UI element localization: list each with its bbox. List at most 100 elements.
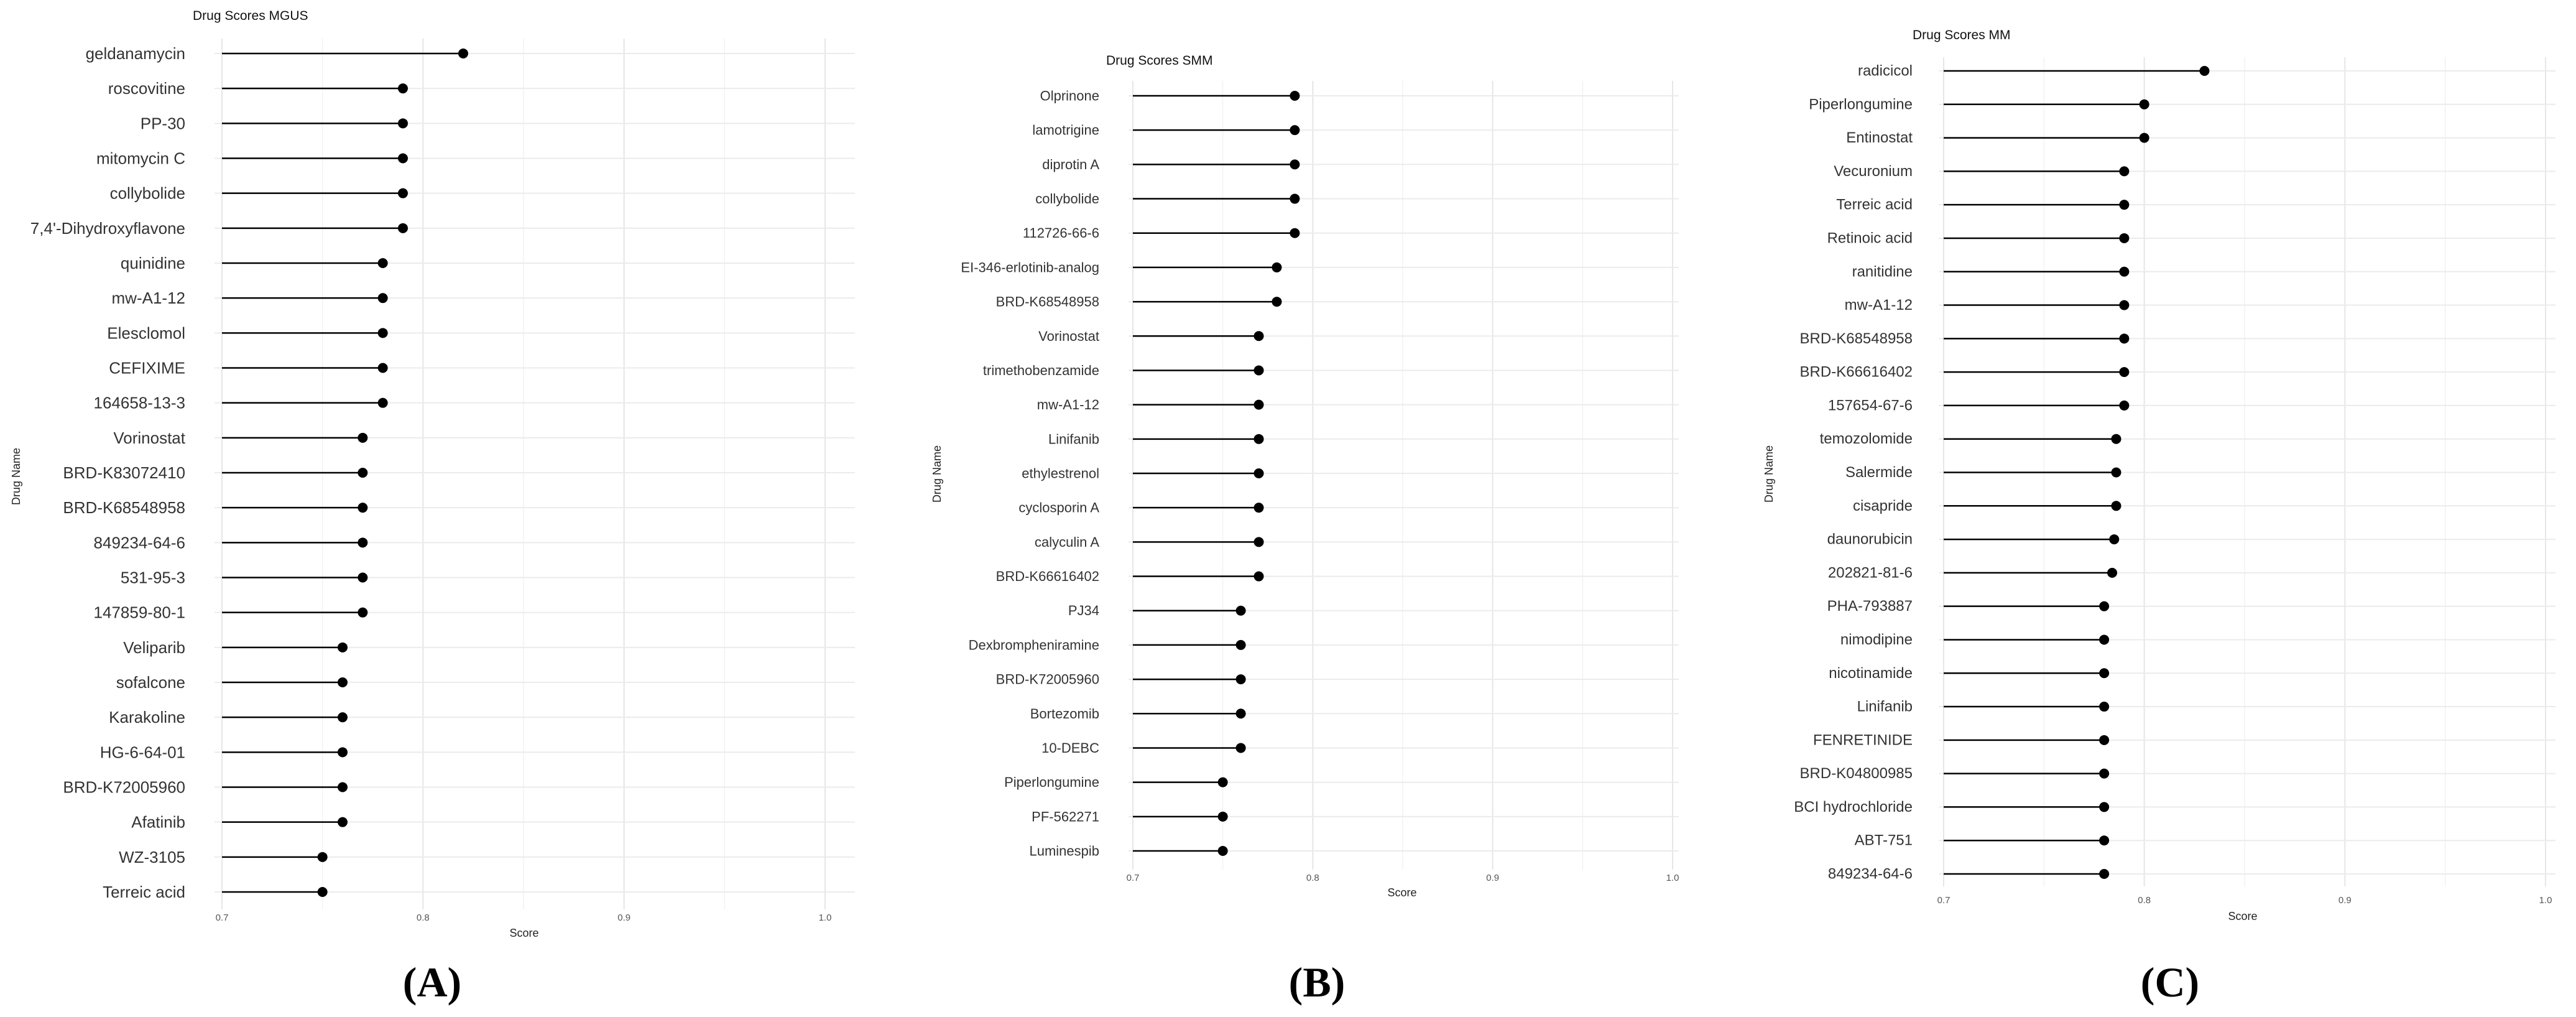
lollipop-point [2109, 534, 2120, 545]
x-tick-label: 1.0 [1666, 873, 1679, 883]
y-tick-label: PHA-793887 [1827, 598, 1913, 615]
y-tick-label: PP-30 [141, 114, 185, 132]
y-tick-label: diprotin A [1042, 157, 1099, 172]
lollipop-point [2099, 802, 2110, 812]
lollipop-point [338, 747, 348, 758]
y-tick-label: FENRETINIDE [1813, 731, 1913, 748]
y-tick-label: collybolide [1035, 191, 1099, 207]
lollipop-point [358, 468, 368, 478]
x-axis-label: Score [509, 927, 539, 939]
y-tick-label: HG-6-64-01 [100, 743, 185, 761]
lollipop-point [1290, 125, 1300, 136]
y-tick-label: BRD-K72005960 [996, 672, 1099, 687]
lollipop-point [1253, 434, 1264, 444]
lollipop-point [1253, 365, 1264, 376]
y-tick-label: 10-DEBC [1041, 740, 1099, 756]
x-axis-label: Score [1387, 886, 1417, 899]
y-tick-label: Piperlongumine [1809, 96, 1913, 113]
y-tick-label: temozolomide [1820, 430, 1913, 447]
x-tick-label: 1.0 [2539, 895, 2552, 906]
y-tick-label: daunorubicin [1827, 531, 1913, 548]
x-tick-label: 0.9 [1486, 873, 1499, 883]
lollipop-point [398, 188, 408, 198]
x-tick-label: 0.7 [1127, 873, 1140, 883]
y-tick-label: Luminespib [1029, 843, 1099, 859]
lollipop-point [1235, 708, 1246, 719]
y-tick-label: mw-A1-12 [1845, 297, 1913, 313]
y-tick-label: Entinostat [1846, 129, 1913, 146]
lollipop-point [2119, 333, 2130, 344]
lollipop-point [1290, 91, 1300, 101]
lollipop-point [458, 49, 468, 58]
lollipop-point [2099, 768, 2110, 779]
lollipop-point [377, 363, 388, 373]
lollipop-point [2099, 601, 2110, 611]
y-tick-label: 147859-80-1 [94, 603, 185, 622]
y-tick-label: Bortezomib [1030, 706, 1099, 722]
y-tick-label: 112726-66-6 [1023, 225, 1099, 241]
lollipop-point [2139, 132, 2149, 143]
x-tick-label: 0.8 [2138, 895, 2151, 906]
y-tick-label: CEFIXIME [109, 359, 185, 378]
lollipop-point [2099, 835, 2110, 846]
lollipop-point [2111, 434, 2121, 444]
y-tick-label: BRD-K68548958 [1800, 330, 1913, 347]
lollipop-point [1272, 262, 1282, 272]
y-tick-label: nimodipine [1840, 631, 1913, 648]
y-tick-label: Linifanib [1048, 431, 1099, 447]
y-tick-label: nicotinamide [1829, 665, 1913, 682]
y-tick-label: collybolide [110, 184, 185, 203]
lollipop-point [358, 503, 368, 513]
y-tick-label: cisapride [1853, 498, 1913, 514]
y-tick-label: Linifanib [1857, 699, 1913, 715]
panel-label: (A) [402, 959, 462, 1006]
y-tick-label: Elesclomol [107, 323, 185, 342]
lollipop-point [1290, 193, 1300, 204]
lollipop-point [2107, 567, 2118, 578]
lollipop-point [2119, 400, 2130, 411]
y-tick-label: mw-A1-12 [112, 289, 185, 307]
y-tick-label: sofalcone [116, 673, 185, 692]
lollipop-point [1253, 331, 1264, 341]
y-tick-label: EI-346-erlotinib-analog [961, 259, 1099, 275]
lollipop-point [1253, 399, 1264, 410]
lollipop-point [2119, 367, 2130, 378]
lollipop-point [2099, 735, 2110, 745]
lollipop-point [358, 607, 368, 618]
chart-title: Drug Scores SMM [1106, 53, 1213, 68]
y-tick-label: Terreic acid [1836, 197, 1913, 213]
y-tick-label: ethylestrenol [1022, 466, 1099, 481]
lollipop-point [1290, 228, 1300, 238]
lollipop-point [2119, 200, 2130, 210]
y-tick-label: Retinoic acid [1827, 230, 1913, 246]
y-tick-label: BRD-K68548958 [996, 294, 1099, 310]
y-tick-label: Veliparib [123, 638, 185, 657]
y-tick-label: Dexbrompheniramine [969, 637, 1099, 652]
y-tick-label: Afatinib [131, 813, 185, 832]
lollipop-point [1235, 674, 1246, 685]
y-tick-label: 849234-64-6 [94, 533, 185, 552]
lollipop-point [317, 852, 328, 862]
y-tick-label: Vecuronium [1834, 163, 1913, 180]
y-tick-label: WZ-3105 [119, 848, 185, 866]
y-tick-label: BRD-K66616402 [1800, 364, 1913, 381]
lollipop-point [1217, 811, 1228, 822]
y-tick-label: BRD-K83072410 [63, 463, 185, 482]
lollipop-point [398, 153, 408, 164]
lollipop-point [1253, 468, 1264, 478]
y-tick-label: lamotrigine [1032, 123, 1099, 138]
lollipop-point [1235, 605, 1246, 616]
x-tick-label: 0.8 [417, 913, 430, 923]
y-tick-label: radicicol [1858, 63, 1913, 80]
lollipop-point [1253, 571, 1264, 582]
lollipop-point [2119, 300, 2130, 310]
lollipop-point [398, 83, 408, 94]
y-tick-label: geldanamycin [86, 44, 185, 63]
x-tick-label: 1.0 [819, 913, 832, 923]
x-tick-label: 0.7 [216, 913, 229, 923]
y-tick-label: roscovitine [108, 79, 185, 98]
y-tick-label: Piperlongumine [1004, 774, 1099, 790]
